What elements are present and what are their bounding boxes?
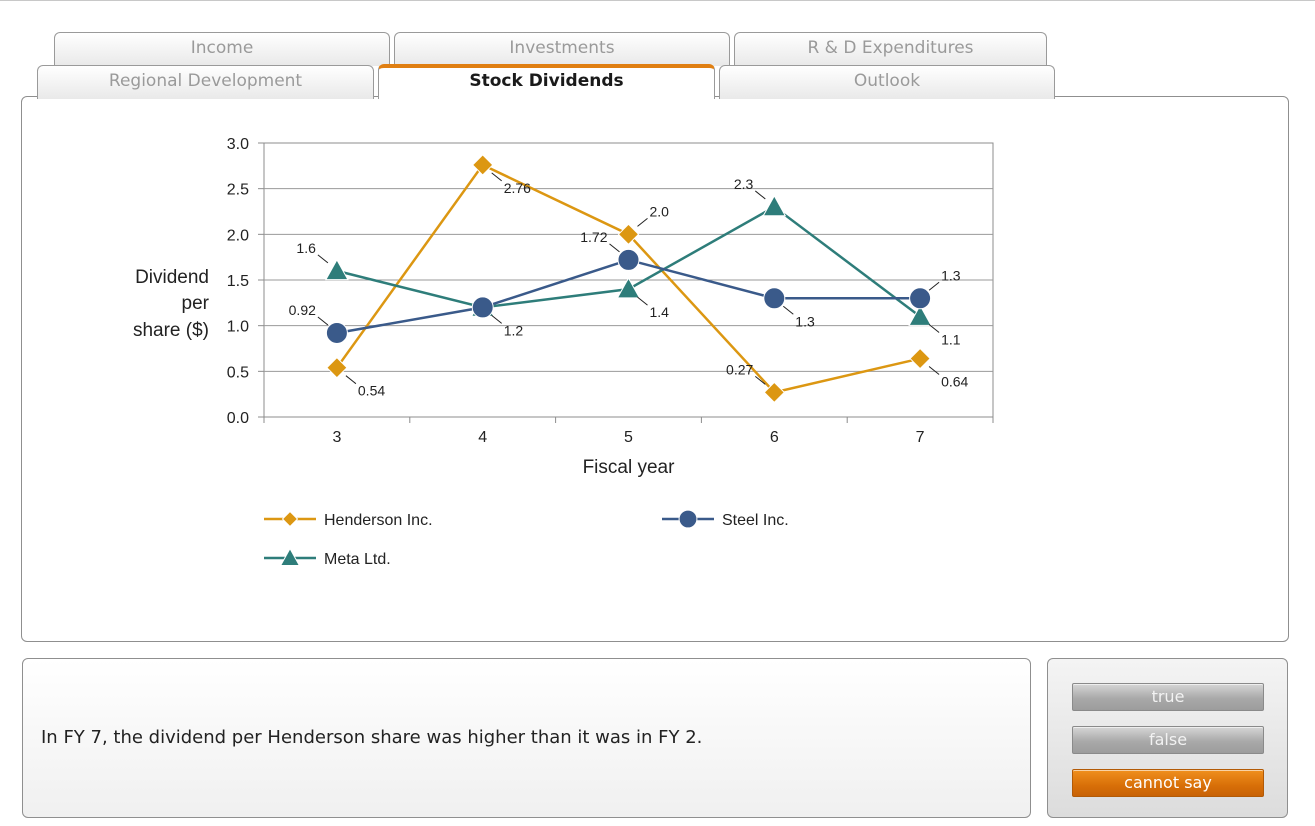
data-label: 1.4 bbox=[650, 304, 670, 320]
data-point bbox=[471, 154, 494, 176]
y-tick-label: 0.0 bbox=[227, 410, 249, 427]
data-point bbox=[909, 347, 931, 370]
leader-line bbox=[345, 375, 357, 385]
legend-label: Meta Ltd. bbox=[324, 551, 391, 568]
data-point bbox=[471, 296, 494, 319]
leader-line bbox=[491, 172, 503, 182]
y-tick-label: 0.5 bbox=[227, 364, 249, 381]
legend-label: Henderson Inc. bbox=[324, 512, 433, 529]
tab-regional-development[interactable]: Regional Development bbox=[37, 65, 374, 99]
leader-line bbox=[782, 305, 794, 315]
data-point bbox=[908, 304, 932, 326]
tab-stock-dividends[interactable]: Stock Dividends bbox=[378, 64, 715, 99]
chart-panel: 0.0 0.5 1.0 1.5 2.0 2.5 3.0 3 4 5 6 7 Fiscal year Di… bbox=[21, 96, 1289, 642]
y-tick-label: 2.5 bbox=[227, 182, 249, 199]
data-point bbox=[909, 287, 932, 310]
data-point bbox=[763, 381, 786, 404]
question-box: In FY 7, the dividend per Henderson shar… bbox=[22, 658, 1031, 818]
data-label: 2.0 bbox=[650, 203, 670, 219]
data-point bbox=[616, 277, 641, 299]
data-label: 2.3 bbox=[734, 176, 754, 192]
data-label: 0.64 bbox=[941, 374, 968, 390]
x-tick-label: 6 bbox=[770, 429, 779, 446]
data-label: 1.3 bbox=[795, 313, 815, 329]
data-point bbox=[326, 356, 348, 379]
tab-outlook[interactable]: Outlook bbox=[719, 65, 1055, 99]
answer-cannot-say-button[interactable]: cannot say bbox=[1072, 769, 1264, 797]
data-label: 1.72 bbox=[580, 229, 607, 245]
x-tick-label: 4 bbox=[478, 429, 487, 446]
data-label: 1.1 bbox=[941, 332, 961, 348]
data-label: 1.3 bbox=[941, 267, 961, 283]
x-tick-label: 5 bbox=[624, 429, 633, 446]
question-text: In FY 7, the dividend per Henderson shar… bbox=[41, 727, 703, 748]
data-point bbox=[325, 258, 349, 281]
answer-false-button[interactable]: false bbox=[1072, 726, 1264, 754]
leader-line bbox=[317, 316, 329, 326]
leader-line bbox=[754, 190, 766, 200]
answer-box: true false cannot say bbox=[1047, 658, 1288, 818]
data-label: 1.6 bbox=[296, 240, 316, 256]
legend-entry: Henderson Inc. bbox=[264, 510, 433, 529]
leader-line bbox=[637, 217, 648, 227]
leader-line bbox=[928, 324, 940, 333]
tab-rd-expenditures[interactable]: R & D Expenditures bbox=[734, 32, 1047, 66]
dividend-chart: 0.0 0.5 1.0 1.5 2.0 2.5 3.0 3 4 5 6 7 Fiscal year Di… bbox=[133, 136, 994, 568]
legend-marker bbox=[281, 510, 299, 528]
legend-label: Steel Inc. bbox=[722, 512, 789, 529]
y-tick-label: 2.0 bbox=[227, 227, 249, 244]
tab-investments[interactable]: Investments bbox=[394, 32, 730, 66]
data-label: 1.2 bbox=[504, 322, 524, 338]
data-label: 0.54 bbox=[358, 383, 385, 399]
leader-line bbox=[317, 254, 329, 264]
leader-line bbox=[928, 281, 940, 291]
legend-marker bbox=[279, 547, 301, 566]
y-tick-label: 1.5 bbox=[227, 273, 249, 290]
y-axis-label: per bbox=[182, 293, 210, 314]
x-tick-label: 7 bbox=[916, 429, 925, 446]
legend-entry: Meta Ltd. bbox=[264, 547, 391, 568]
leader-line bbox=[637, 296, 648, 306]
leader-line bbox=[609, 243, 620, 253]
data-label: 0.92 bbox=[289, 302, 316, 318]
data-point bbox=[617, 223, 640, 246]
legend-marker bbox=[678, 509, 698, 529]
data-point bbox=[763, 287, 786, 310]
top-divider bbox=[0, 0, 1315, 1]
leader-line bbox=[754, 375, 766, 385]
y-axis-label: share ($) bbox=[133, 320, 209, 341]
data-label: 2.76 bbox=[504, 180, 531, 196]
x-tick-label: 3 bbox=[332, 429, 341, 446]
y-axis-label: Dividend bbox=[135, 267, 209, 288]
y-tick-label: 1.0 bbox=[227, 319, 249, 336]
data-label: 0.27 bbox=[726, 361, 753, 377]
data-point bbox=[617, 248, 640, 271]
answer-true-button[interactable]: true bbox=[1072, 683, 1264, 711]
leader-line bbox=[928, 366, 940, 375]
legend-entry: Steel Inc. bbox=[662, 509, 789, 529]
data-point bbox=[762, 194, 787, 217]
x-axis-label: Fiscal year bbox=[583, 457, 676, 478]
tab-income[interactable]: Income bbox=[54, 32, 390, 66]
data-point bbox=[325, 321, 348, 344]
leader-line bbox=[491, 315, 503, 324]
y-tick-label: 3.0 bbox=[227, 136, 249, 153]
